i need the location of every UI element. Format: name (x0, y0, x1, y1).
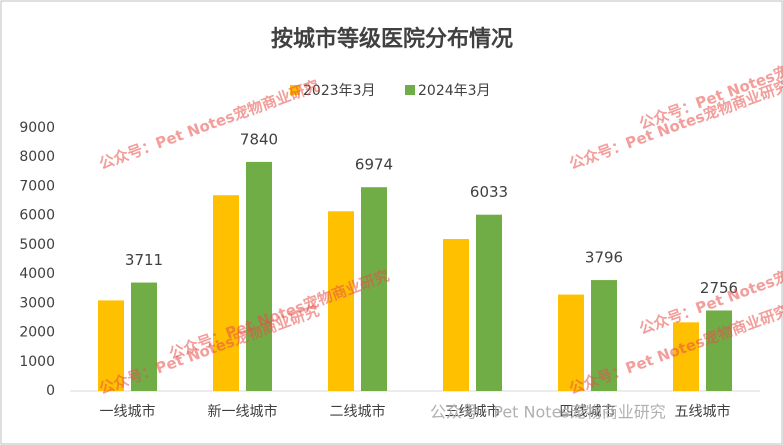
footer-watermark: 公众号 · Pet Notes宠物商业研究 (430, 403, 666, 422)
bar (361, 187, 387, 391)
bar (98, 300, 124, 391)
bar (706, 310, 732, 391)
y-tick-label: 8000 (19, 149, 55, 165)
legend-swatch (405, 85, 415, 95)
x-tick-label: 四线城市 (560, 403, 616, 420)
bar (213, 195, 239, 391)
bar (328, 211, 354, 391)
legend-label: 2023年3月 (303, 83, 376, 99)
bar (476, 214, 502, 391)
x-tick-label: 新一线城市 (208, 403, 278, 420)
bar (673, 322, 699, 391)
y-tick-label: 0 (46, 383, 55, 399)
data-label: 7840 (240, 130, 278, 148)
data-label: 3796 (585, 249, 623, 267)
chart-title: 按城市等级医院分布情况 (271, 26, 513, 52)
y-tick-label: 7000 (19, 178, 55, 194)
y-tick-label: 5000 (19, 237, 55, 253)
y-tick-label: 2000 (19, 325, 55, 341)
y-tick-label: 4000 (19, 266, 55, 282)
data-label: 3711 (125, 251, 163, 269)
bar (131, 282, 157, 391)
legend-label: 2024年3月 (418, 83, 491, 99)
x-tick-label: 五线城市 (675, 403, 731, 420)
bar (443, 239, 469, 391)
y-tick-label: 9000 (19, 120, 55, 136)
data-label: 6974 (355, 156, 393, 174)
y-tick-label: 1000 (19, 354, 55, 370)
x-tick-label: 三线城市 (445, 403, 501, 420)
bar (558, 294, 584, 391)
y-tick-label: 6000 (19, 208, 55, 224)
legend-swatch (290, 85, 300, 95)
bar (246, 161, 272, 391)
data-label: 6033 (470, 183, 508, 201)
data-label: 2756 (700, 279, 738, 297)
x-tick-label: 二线城市 (330, 403, 386, 420)
x-tick-label: 一线城市 (100, 403, 156, 420)
bar (591, 280, 617, 391)
y-tick-label: 3000 (19, 295, 55, 311)
